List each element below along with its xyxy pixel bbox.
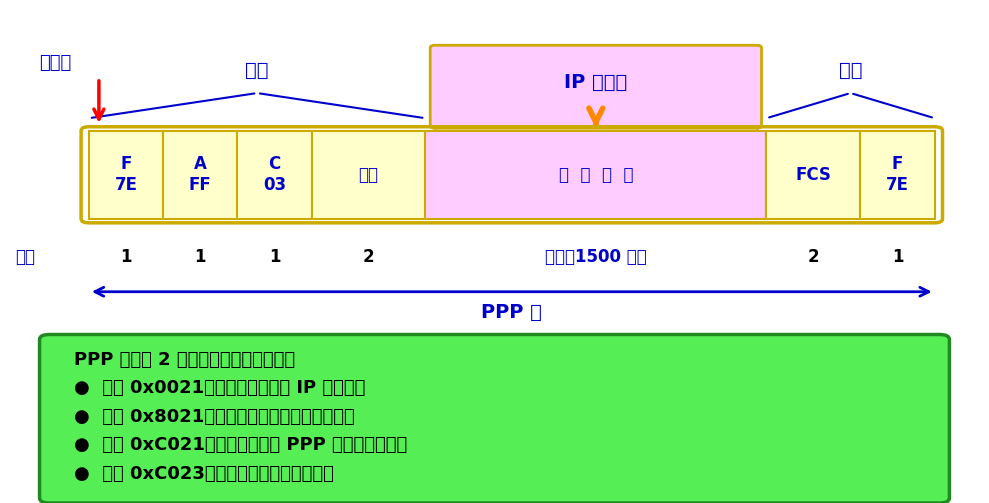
Bar — [89, 131, 163, 219]
Text: ●  若为 0xC021，则信息字段是 PPP 链路控制数据。: ● 若为 0xC021，则信息字段是 PPP 链路控制数据。 — [74, 436, 407, 454]
Text: 2: 2 — [363, 247, 374, 266]
Text: IP 数据报: IP 数据报 — [565, 73, 627, 93]
Text: 1: 1 — [195, 247, 206, 266]
Bar — [860, 131, 935, 219]
Text: 1: 1 — [121, 247, 132, 266]
Text: 协议: 协议 — [358, 166, 379, 184]
Bar — [425, 131, 766, 219]
Text: 2: 2 — [808, 247, 819, 266]
Text: 先发送: 先发送 — [40, 54, 72, 72]
Text: F
7E: F 7E — [886, 155, 909, 194]
Bar — [766, 131, 860, 219]
Text: ●  若为 0x8021，则信息字段是网络控制数据。: ● 若为 0x8021，则信息字段是网络控制数据。 — [74, 407, 355, 426]
Bar — [312, 131, 425, 219]
Text: 字节: 字节 — [15, 247, 35, 266]
FancyBboxPatch shape — [430, 45, 762, 128]
Text: 尾部: 尾部 — [839, 61, 862, 80]
Bar — [163, 131, 237, 219]
Text: 1: 1 — [269, 247, 280, 266]
Text: C
03: C 03 — [263, 155, 286, 194]
Text: PPP 有一个 2 个字节的协议字段。其值: PPP 有一个 2 个字节的协议字段。其值 — [74, 351, 296, 369]
Text: 信  息  部  分: 信 息 部 分 — [559, 166, 633, 184]
Text: A
FF: A FF — [189, 155, 212, 194]
FancyBboxPatch shape — [40, 334, 949, 503]
Text: FCS: FCS — [795, 166, 832, 184]
Text: ●  若为 0xC023，则信息字段是鉴别数据。: ● 若为 0xC023，则信息字段是鉴别数据。 — [74, 465, 334, 483]
Text: PPP 帧: PPP 帧 — [482, 303, 542, 322]
Text: 不超过1500 字节: 不超过1500 字节 — [545, 247, 647, 266]
Text: ●  若为 0x0021，则信息字段就是 IP 数据报。: ● 若为 0x0021，则信息字段就是 IP 数据报。 — [74, 379, 366, 397]
Bar — [237, 131, 312, 219]
Text: 首部: 首部 — [245, 61, 269, 80]
Text: F
7E: F 7E — [115, 155, 137, 194]
Text: 1: 1 — [892, 247, 903, 266]
